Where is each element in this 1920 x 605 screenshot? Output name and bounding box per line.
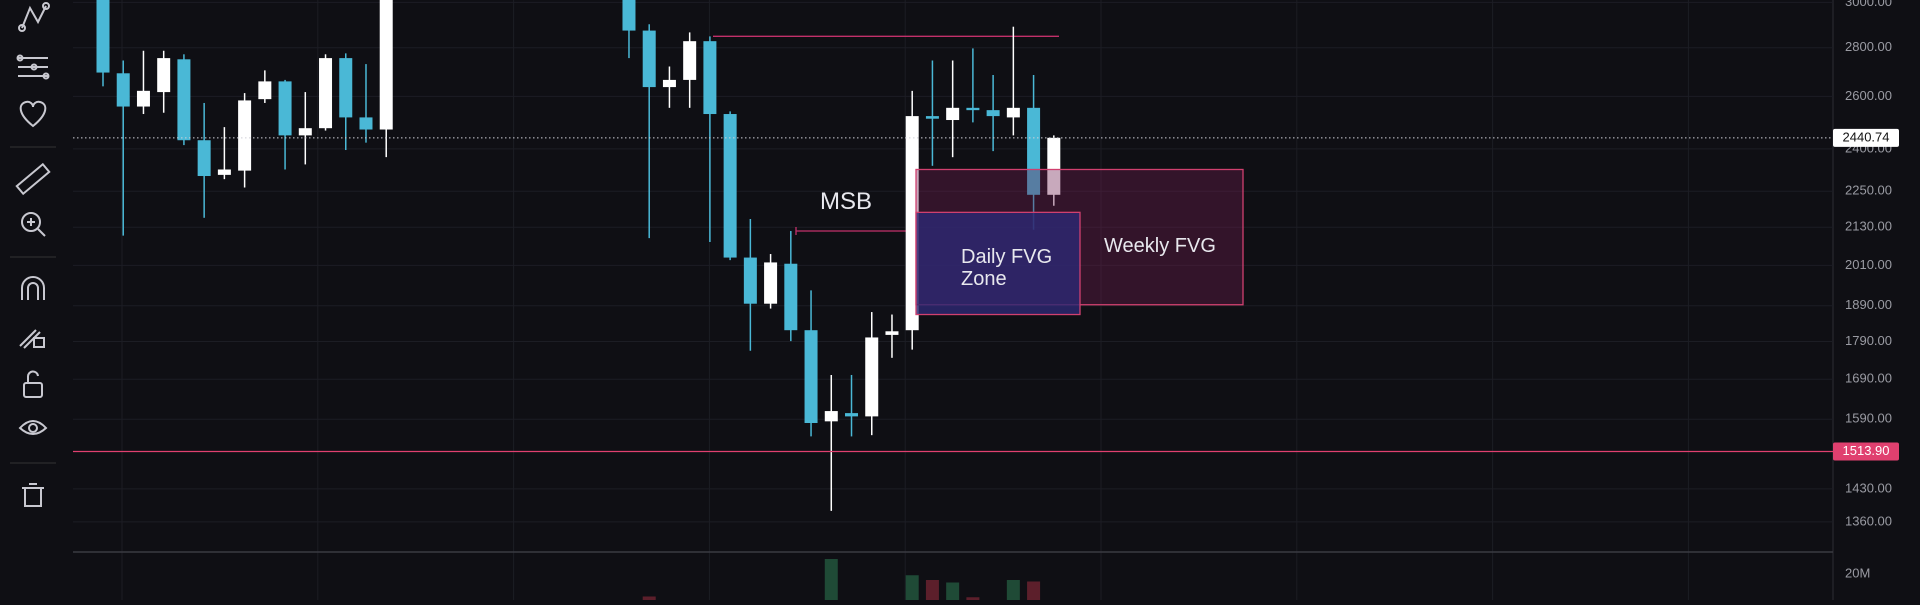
candle-body	[1027, 107, 1041, 195]
candle-body	[157, 58, 171, 93]
candle-body	[96, 0, 110, 73]
candle-body	[784, 263, 798, 331]
magnet[interactable]	[21, 276, 45, 300]
lock-draw[interactable]	[19, 329, 45, 349]
last-price-label: 2440.74	[1843, 129, 1890, 144]
candle-body	[177, 59, 191, 141]
y-tick-label: 1360.00	[1845, 513, 1892, 528]
candle-body	[946, 107, 960, 121]
volume-tick-label: 20M	[1845, 565, 1870, 580]
volume-pane	[642, 559, 1041, 600]
candle-body	[986, 110, 1000, 117]
volume-bar	[966, 597, 980, 600]
candle-body	[662, 79, 676, 88]
volume-bar	[946, 582, 960, 600]
time-grid	[121, 0, 1689, 600]
candle-body	[136, 90, 150, 107]
y-tick-label: 1690.00	[1845, 371, 1892, 386]
candle-body	[319, 58, 333, 129]
candle-body	[379, 0, 393, 130]
candle-body	[298, 128, 312, 136]
fib-tool[interactable]	[16, 54, 50, 80]
candle-body	[359, 117, 373, 130]
candle-body	[622, 0, 636, 31]
price-badge-label: 1513.90	[1843, 443, 1890, 458]
y-tick-label: 2600.00	[1845, 88, 1892, 103]
y-tick-label: 1790.00	[1845, 333, 1892, 348]
last-price-badge	[1833, 128, 1899, 147]
lock[interactable]	[23, 370, 43, 398]
y-tick-label: 2250.00	[1845, 183, 1892, 198]
candle-body	[339, 58, 353, 118]
zoom[interactable]	[21, 212, 46, 237]
trash[interactable]	[22, 483, 44, 507]
y-tick-label: 2010.00	[1845, 257, 1892, 272]
candle-body	[723, 114, 737, 258]
trend-tool[interactable]	[18, 2, 50, 32]
volume-bar	[824, 559, 838, 600]
candle-body	[238, 100, 252, 171]
candle-body	[642, 30, 656, 88]
candle-body	[278, 81, 292, 136]
ruler[interactable]	[15, 162, 51, 196]
volume-bar	[1006, 580, 1020, 600]
candle-body	[217, 169, 231, 175]
candle-body	[258, 81, 272, 100]
daily-fvg-label: Daily FVG Zone	[961, 246, 1053, 290]
candle-body	[824, 411, 838, 422]
candle-body	[197, 140, 211, 177]
price-pane	[96, 0, 1244, 511]
volume-bar	[642, 596, 656, 600]
toolbar	[10, 2, 56, 507]
volume-bar	[925, 580, 939, 600]
y-tick-label: 1890.00	[1845, 297, 1892, 312]
favorites[interactable]	[19, 100, 47, 128]
candle-body	[865, 337, 879, 417]
candle-body	[703, 41, 717, 115]
volume-bar	[905, 575, 919, 600]
candle-body	[966, 107, 980, 111]
candle-body	[683, 41, 697, 80]
y-tick-label: 1590.00	[1845, 411, 1892, 426]
y-tick-label: 3000.00	[1845, 0, 1892, 9]
candle-body	[885, 331, 899, 335]
msb-label: MSB	[820, 188, 873, 215]
y-tick-label: 1430.00	[1845, 480, 1892, 495]
y-tick-label: 2130.00	[1845, 219, 1892, 234]
candle-body	[743, 257, 757, 304]
candle-body	[1006, 107, 1020, 118]
candle-body	[764, 262, 778, 304]
y-tick-label: 2800.00	[1845, 39, 1892, 54]
weekly-fvg-label: Weekly FVG	[1104, 235, 1216, 257]
candle-body	[925, 116, 939, 119]
volume-bar	[1027, 581, 1041, 600]
candle-body	[804, 330, 818, 423]
visibility[interactable]	[18, 420, 48, 435]
fvg-zone	[915, 211, 1081, 316]
price-badge	[1833, 442, 1899, 461]
candle-body	[845, 413, 859, 417]
candle-body	[1047, 137, 1061, 195]
candle-body	[116, 73, 130, 107]
